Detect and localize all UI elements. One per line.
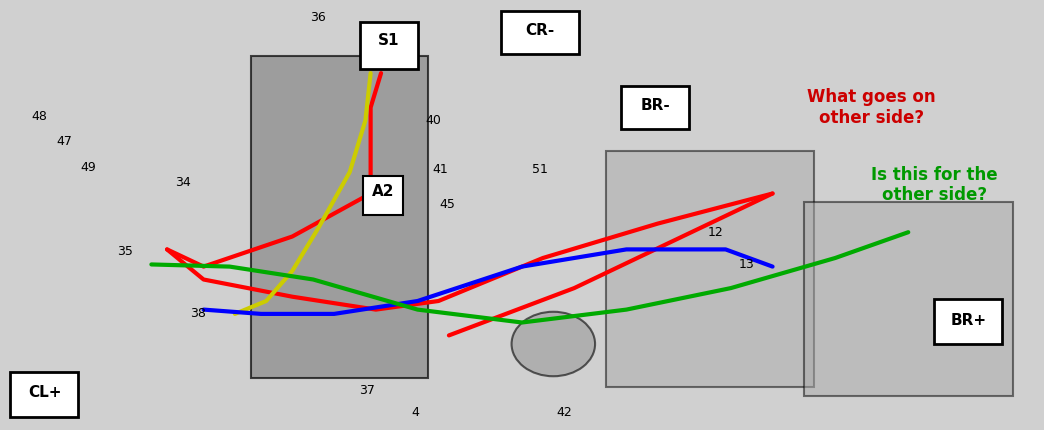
FancyBboxPatch shape: [804, 202, 1013, 396]
Ellipse shape: [512, 312, 595, 376]
Text: 42: 42: [555, 406, 572, 419]
FancyBboxPatch shape: [363, 176, 403, 215]
Text: 34: 34: [174, 176, 191, 189]
FancyBboxPatch shape: [501, 11, 579, 54]
Text: 4: 4: [411, 406, 420, 419]
Text: 45: 45: [438, 198, 455, 211]
Text: 41: 41: [432, 163, 449, 176]
FancyBboxPatch shape: [360, 22, 418, 69]
FancyBboxPatch shape: [606, 150, 814, 387]
Text: BR+: BR+: [951, 313, 987, 328]
Text: 47: 47: [56, 135, 73, 148]
Text: 13: 13: [738, 258, 755, 271]
Text: 35: 35: [117, 245, 134, 258]
Text: S1: S1: [378, 34, 400, 48]
FancyBboxPatch shape: [621, 86, 689, 129]
FancyBboxPatch shape: [10, 372, 78, 417]
Text: 40: 40: [425, 114, 442, 127]
Text: 36: 36: [310, 11, 327, 24]
Text: What goes on
other side?: What goes on other side?: [807, 88, 936, 127]
FancyBboxPatch shape: [934, 299, 1002, 344]
Text: 12: 12: [707, 226, 723, 239]
FancyBboxPatch shape: [251, 56, 428, 378]
Text: BR-: BR-: [641, 98, 670, 113]
Text: A2: A2: [372, 184, 395, 199]
Text: 48: 48: [31, 110, 48, 123]
Text: 51: 51: [531, 163, 548, 176]
Text: 38: 38: [190, 307, 207, 320]
Text: 37: 37: [359, 384, 376, 397]
Text: 49: 49: [80, 161, 97, 174]
Text: Is this for the
other side?: Is this for the other side?: [871, 166, 998, 204]
Text: CL+: CL+: [28, 385, 62, 399]
Text: CR-: CR-: [525, 23, 555, 37]
